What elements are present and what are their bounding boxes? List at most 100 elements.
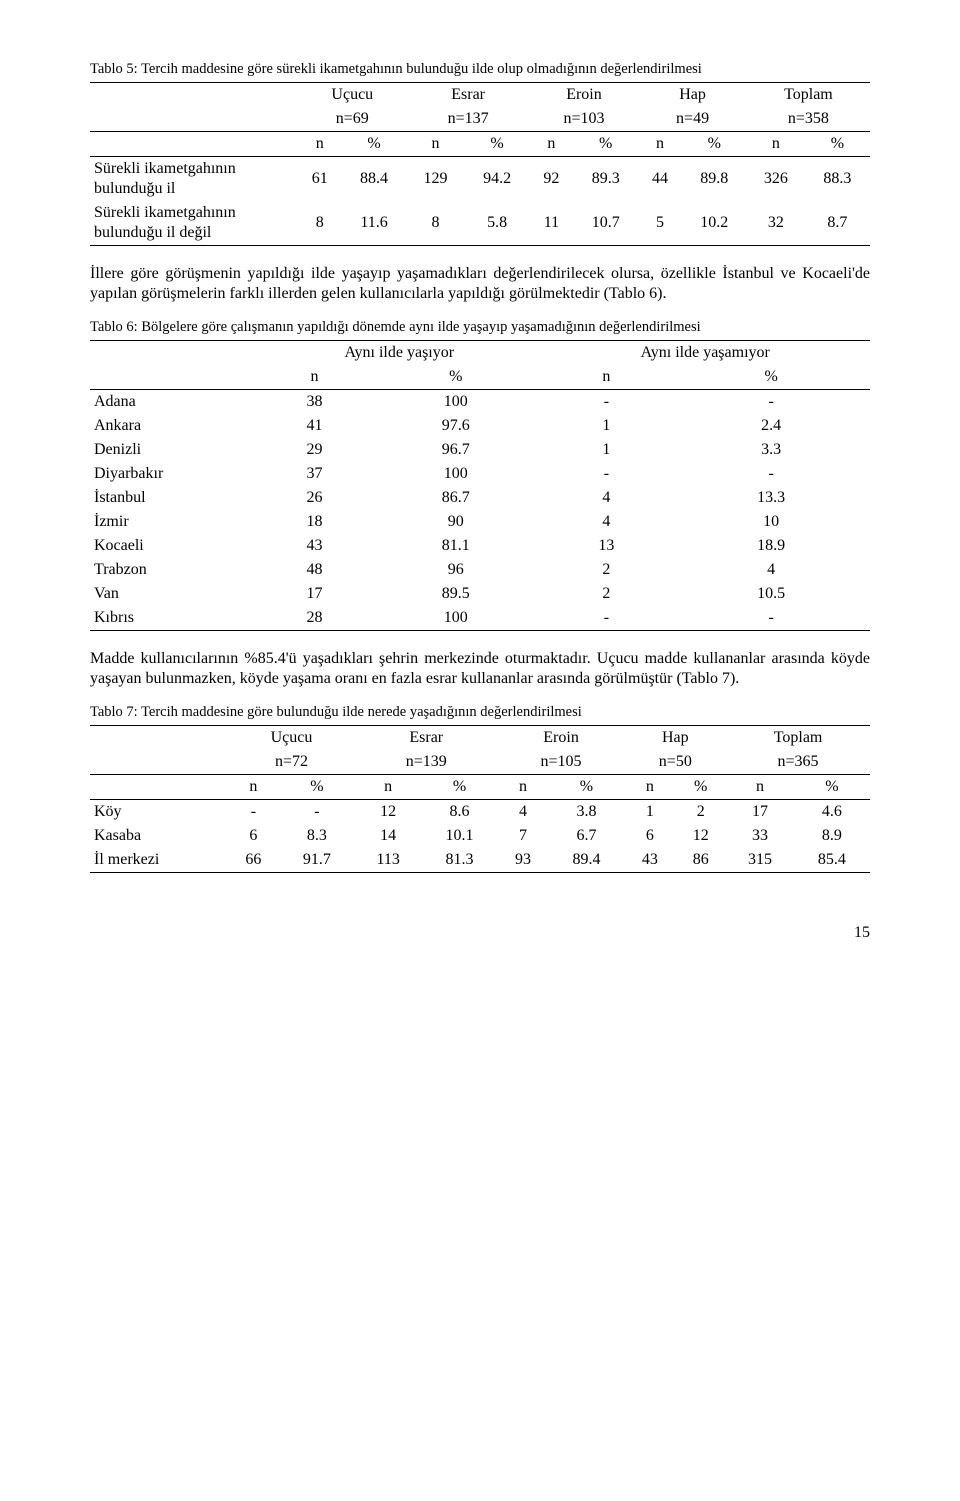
cell: - bbox=[672, 462, 870, 486]
cell: 4 bbox=[672, 558, 870, 582]
cell: 315 bbox=[726, 848, 794, 873]
cell: 1 bbox=[625, 800, 676, 825]
table-row: Ankara4197.612.4 bbox=[90, 414, 870, 438]
cell: 4 bbox=[498, 800, 549, 825]
cell: - bbox=[672, 390, 870, 415]
cell: 113 bbox=[355, 848, 421, 873]
sub-header: % bbox=[341, 132, 406, 157]
row-label: Kocaeli bbox=[90, 534, 258, 558]
table-row: Köy--128.643.812174.6 bbox=[90, 800, 870, 825]
t5-n: n=358 bbox=[747, 107, 870, 132]
t7-n: n=365 bbox=[726, 750, 870, 775]
cell: 6.7 bbox=[548, 824, 624, 848]
cell: - bbox=[279, 800, 355, 825]
table-row: İzmir1890410 bbox=[90, 510, 870, 534]
sub-header: n bbox=[530, 132, 573, 157]
sub-header: n bbox=[258, 365, 371, 390]
row-label: Trabzon bbox=[90, 558, 258, 582]
table-row: Van1789.5210.5 bbox=[90, 582, 870, 606]
cell: 89.8 bbox=[682, 157, 747, 202]
cell: 1 bbox=[541, 438, 673, 462]
cell: 2 bbox=[541, 558, 673, 582]
cell: 96.7 bbox=[371, 438, 541, 462]
t7-group: Eroin bbox=[498, 726, 625, 751]
cell: 11 bbox=[530, 201, 573, 246]
cell: 8.9 bbox=[794, 824, 870, 848]
sub-header: % bbox=[805, 132, 870, 157]
cell: 37 bbox=[258, 462, 371, 486]
sub-header: n bbox=[638, 132, 681, 157]
sub-header: % bbox=[371, 365, 541, 390]
cell: 17 bbox=[258, 582, 371, 606]
t5-n: n=103 bbox=[530, 107, 639, 132]
t7-n: n=105 bbox=[498, 750, 625, 775]
t7-n: n=139 bbox=[355, 750, 498, 775]
t7-group: Uçucu bbox=[228, 726, 355, 751]
cell: 7 bbox=[498, 824, 549, 848]
cell: 81.3 bbox=[421, 848, 497, 873]
cell: - bbox=[541, 462, 673, 486]
row-label: İzmir bbox=[90, 510, 258, 534]
cell: 97.6 bbox=[371, 414, 541, 438]
cell: 100 bbox=[371, 390, 541, 415]
row-label: Diyarbakır bbox=[90, 462, 258, 486]
table-row: İstanbul2686.7413.3 bbox=[90, 486, 870, 510]
cell: 43 bbox=[625, 848, 676, 873]
cell: 38 bbox=[258, 390, 371, 415]
cell: 3.8 bbox=[548, 800, 624, 825]
cell: 94.2 bbox=[465, 157, 530, 202]
t5-n: n=49 bbox=[638, 107, 747, 132]
cell: 3.3 bbox=[672, 438, 870, 462]
cell: 28 bbox=[258, 606, 371, 631]
cell: 96 bbox=[371, 558, 541, 582]
t5-group: Eroin bbox=[530, 83, 639, 108]
cell: 4 bbox=[541, 486, 673, 510]
t7-n: n=72 bbox=[228, 750, 355, 775]
t7-group: Hap bbox=[625, 726, 727, 751]
cell: 26 bbox=[258, 486, 371, 510]
cell: 48 bbox=[258, 558, 371, 582]
table-row: Sürekli ikametgahının bulunduğu il6188.4… bbox=[90, 157, 870, 202]
table-row: Kasaba68.31410.176.7612338.9 bbox=[90, 824, 870, 848]
t7-group: Toplam bbox=[726, 726, 870, 751]
table6: Aynı ilde yaşıyor Aynı ilde yaşamıyor n%… bbox=[90, 340, 870, 631]
cell: 13.3 bbox=[672, 486, 870, 510]
cell: 43 bbox=[258, 534, 371, 558]
table-row: İl merkezi6691.711381.39389.4438631585.4 bbox=[90, 848, 870, 873]
sub-header: % bbox=[675, 775, 726, 800]
table7-caption: Tablo 7: Tercih maddesine göre bulunduğu… bbox=[90, 703, 870, 721]
cell: 89.5 bbox=[371, 582, 541, 606]
row-label: Adana bbox=[90, 390, 258, 415]
t5-group: Hap bbox=[638, 83, 747, 108]
cell: 32 bbox=[747, 201, 805, 246]
cell: 44 bbox=[638, 157, 681, 202]
t6-group: Aynı ilde yaşamıyor bbox=[541, 341, 870, 366]
table-row: Trabzon489624 bbox=[90, 558, 870, 582]
t5-group: Esrar bbox=[407, 83, 530, 108]
cell: 14 bbox=[355, 824, 421, 848]
cell: 33 bbox=[726, 824, 794, 848]
cell: 2 bbox=[675, 800, 726, 825]
paragraph-1: İllere göre görüşmenin yapıldığı ilde ya… bbox=[90, 264, 870, 304]
cell: 12 bbox=[675, 824, 726, 848]
row-label: Sürekli ikametgahının bulunduğu il değil bbox=[90, 201, 298, 246]
cell: - bbox=[228, 800, 279, 825]
t6-group: Aynı ilde yaşıyor bbox=[258, 341, 541, 366]
cell: 10.5 bbox=[672, 582, 870, 606]
cell: 5.8 bbox=[465, 201, 530, 246]
cell: 81.1 bbox=[371, 534, 541, 558]
table-row: Denizli2996.713.3 bbox=[90, 438, 870, 462]
cell: 92 bbox=[530, 157, 573, 202]
cell: 89.4 bbox=[548, 848, 624, 873]
cell: 8.6 bbox=[421, 800, 497, 825]
cell: 8 bbox=[298, 201, 341, 246]
cell: 100 bbox=[371, 462, 541, 486]
cell: 2 bbox=[541, 582, 673, 606]
cell: 8.3 bbox=[279, 824, 355, 848]
cell: 10.7 bbox=[573, 201, 638, 246]
cell: - bbox=[541, 390, 673, 415]
sub-header: % bbox=[682, 132, 747, 157]
cell: 326 bbox=[747, 157, 805, 202]
cell: 6 bbox=[625, 824, 676, 848]
row-label: İstanbul bbox=[90, 486, 258, 510]
